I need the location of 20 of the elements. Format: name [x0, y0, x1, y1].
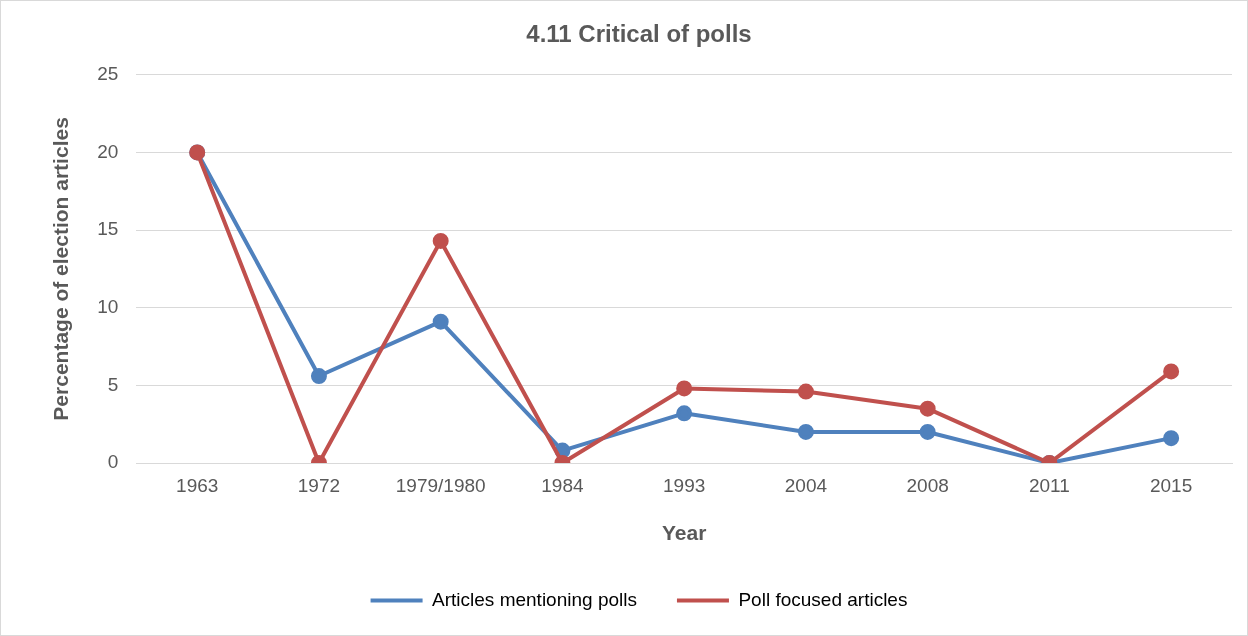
- y-tick-label: 0: [107, 451, 119, 473]
- y-tick-label: 10: [97, 295, 119, 317]
- legend-label: Poll focused articles: [738, 588, 908, 610]
- y-tick-label: 15: [97, 218, 119, 240]
- x-tick-label: 1993: [663, 474, 706, 496]
- y-axis-title: Percentage of election articles: [49, 117, 73, 421]
- y-tick-label: 25: [97, 63, 119, 85]
- x-tick-label: 2008: [906, 474, 949, 496]
- x-tick-label: 1984: [541, 474, 584, 496]
- chart-title: 4.11 Critical of polls: [526, 20, 752, 48]
- x-tick-label: 1979/1980: [395, 474, 486, 496]
- y-tick-label: 5: [107, 373, 119, 395]
- x-tick-label: 1972: [297, 474, 341, 496]
- x-tick-label: 2015: [1149, 474, 1193, 496]
- x-axis-title: Year: [661, 521, 707, 545]
- legend-label: Articles mentioning polls: [432, 588, 637, 610]
- x-tick-label: 1963: [176, 474, 219, 496]
- x-tick-label: 2004: [784, 474, 828, 496]
- y-tick-label: 20: [97, 140, 119, 162]
- x-tick-label: 2011: [1028, 474, 1070, 496]
